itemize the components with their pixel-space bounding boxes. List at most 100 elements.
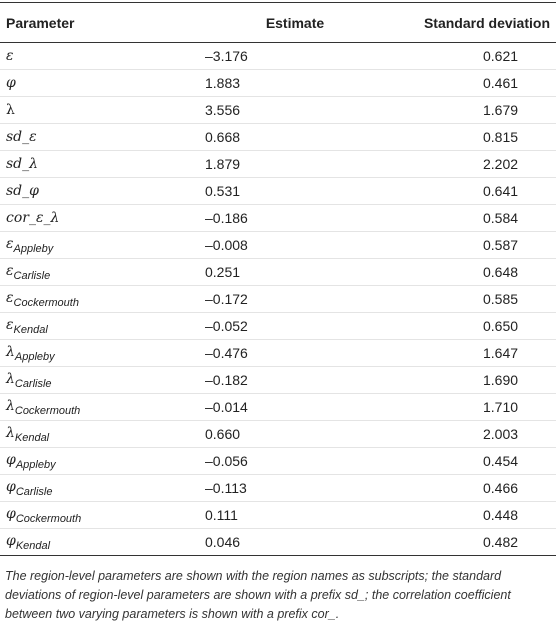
parameter-subscript: Carlisle: [13, 269, 51, 282]
table-row: φ 1.883 0.461: [0, 70, 556, 97]
header-cell: Estimate: [265, 14, 325, 31]
parameter-symbol: λ: [6, 343, 15, 360]
table-row: sd_λ 1.879 2.202: [0, 151, 556, 178]
sd-value: 0.648: [483, 264, 519, 280]
estimate-cell: –0.182: [197, 367, 393, 394]
parameter-cell: λKendal: [0, 421, 197, 448]
parameter-cell: λCarlisle: [0, 367, 197, 394]
parameter-subscript: Cockermouth: [14, 404, 81, 417]
table-row: sd_ε 0.668 0.815: [0, 124, 556, 151]
table-row: εCockermouth –0.172 0.585: [0, 286, 556, 313]
parameter-symbol: ε: [6, 316, 14, 333]
table-row: λCarlisle –0.182 1.690: [0, 367, 556, 394]
estimate-cell: 0.660: [197, 421, 393, 448]
parameter-cell: sd_ε: [0, 124, 197, 151]
estimate-value: –0.052: [205, 318, 248, 334]
sd-value: 0.585: [483, 291, 519, 307]
estimate-value: –0.113: [205, 480, 247, 496]
estimate-cell: 0.111: [197, 502, 393, 529]
sd-cell: 2.003: [393, 421, 556, 448]
sd-value: 0.454: [483, 453, 519, 469]
sd-cell: 2.202: [393, 151, 556, 178]
table-row: ε –3.176 0.621: [0, 43, 556, 70]
estimate-value: –0.056: [205, 453, 248, 469]
estimate-cell: –0.186: [197, 205, 393, 232]
parameter-symbol: λ: [6, 397, 15, 414]
parameter-symbol: φ: [6, 478, 16, 495]
sd-cell: 1.690: [393, 367, 556, 394]
parameter-symbol: φ: [6, 532, 16, 549]
sd-value: 1.679: [483, 102, 519, 118]
sd-value: 2.202: [483, 156, 519, 172]
sd-value: 1.647: [483, 345, 519, 361]
sd-cell: 0.641: [393, 178, 556, 205]
parameter-symbol: ε: [6, 262, 14, 279]
estimate-value: 3.556: [205, 102, 241, 118]
sd-value: 0.584: [483, 210, 519, 226]
sd-cell: 0.815: [393, 124, 556, 151]
header-row: Parameter Estimate Standard deviation: [0, 2, 556, 43]
estimate-cell: –3.176: [197, 43, 393, 70]
parameter-name: cor_ε_λ: [6, 210, 60, 226]
sd-cell: 0.585: [393, 286, 556, 313]
estimate-value: –0.476: [205, 345, 248, 361]
parameter-symbol: φ: [6, 451, 16, 468]
estimate-cell: –0.056: [197, 448, 393, 475]
table-row: φAppleby –0.056 0.454: [0, 448, 556, 475]
sd-value: 1.690: [483, 372, 519, 388]
sd-cell: 0.650: [393, 313, 556, 340]
parameter-symbol: ε: [6, 289, 14, 306]
estimate-cell: 1.879: [197, 151, 393, 178]
table-row: λKendal 0.660 2.003: [0, 421, 556, 448]
parameter-symbol: λ: [6, 370, 15, 387]
parameter-subscript: Appleby: [15, 458, 56, 471]
parameter-cell: λCockermouth: [0, 394, 197, 421]
sd-cell: 0.461: [393, 70, 556, 97]
parameter-subscript: Kendal: [14, 431, 50, 444]
estimate-cell: –0.113: [197, 475, 393, 502]
estimate-value: –0.182: [205, 372, 248, 388]
parameter-subscript: Kendal: [13, 323, 48, 336]
parameter-cell: φAppleby: [0, 448, 197, 475]
table-row: φCockermouth 0.111 0.448: [0, 502, 556, 529]
estimate-cell: 0.046: [197, 529, 393, 556]
sd-cell: 1.679: [393, 97, 556, 124]
estimate-cell: 1.883: [197, 70, 393, 97]
estimate-cell: –0.052: [197, 313, 393, 340]
parameter-cell: ε: [0, 43, 197, 70]
sd-cell: 0.648: [393, 259, 556, 286]
sd-value: 0.482: [483, 534, 519, 550]
table-row: εCarlisle 0.251 0.648: [0, 259, 556, 286]
estimate-value: 1.883: [205, 75, 241, 91]
estimate-value: –0.008: [205, 237, 248, 253]
estimate-cell: 0.668: [197, 124, 393, 151]
sd-value: 1.710: [483, 399, 519, 415]
parameter-cell: λ: [0, 97, 197, 124]
estimate-value: –0.172: [205, 291, 248, 307]
parameter-name: λ: [6, 102, 15, 118]
parameter-subscript: Kendal: [15, 539, 51, 552]
table-row: εAppleby –0.008 0.587: [0, 232, 556, 259]
sd-cell: 1.647: [393, 340, 556, 367]
sd-value: 0.621: [483, 48, 519, 64]
table-row: cor_ε_λ –0.186 0.584: [0, 205, 556, 232]
parameter-cell: φKendal: [0, 529, 197, 556]
sd-value: 0.461: [483, 75, 519, 91]
estimate-value: 0.668: [205, 129, 241, 145]
estimate-value: 0.531: [205, 183, 241, 199]
parameter-subscript: Carlisle: [15, 485, 53, 498]
parameter-cell: φ: [0, 70, 197, 97]
parameter-cell: φCockermouth: [0, 502, 197, 529]
table-row: λCockermouth –0.014 1.710: [0, 394, 556, 421]
estimate-cell: –0.476: [197, 340, 393, 367]
parameter-cell: sd_φ: [0, 178, 197, 205]
parameter-name: sd_ε: [6, 129, 37, 145]
estimate-value: 0.046: [205, 534, 241, 550]
sd-value: 0.448: [483, 507, 519, 523]
parameter-symbol: ε: [6, 235, 14, 252]
sd-cell: 0.466: [393, 475, 556, 502]
sd-cell: 0.587: [393, 232, 556, 259]
estimate-cell: –0.172: [197, 286, 393, 313]
parameter-symbol: φ: [6, 505, 16, 522]
table-row: λAppleby –0.476 1.647: [0, 340, 556, 367]
